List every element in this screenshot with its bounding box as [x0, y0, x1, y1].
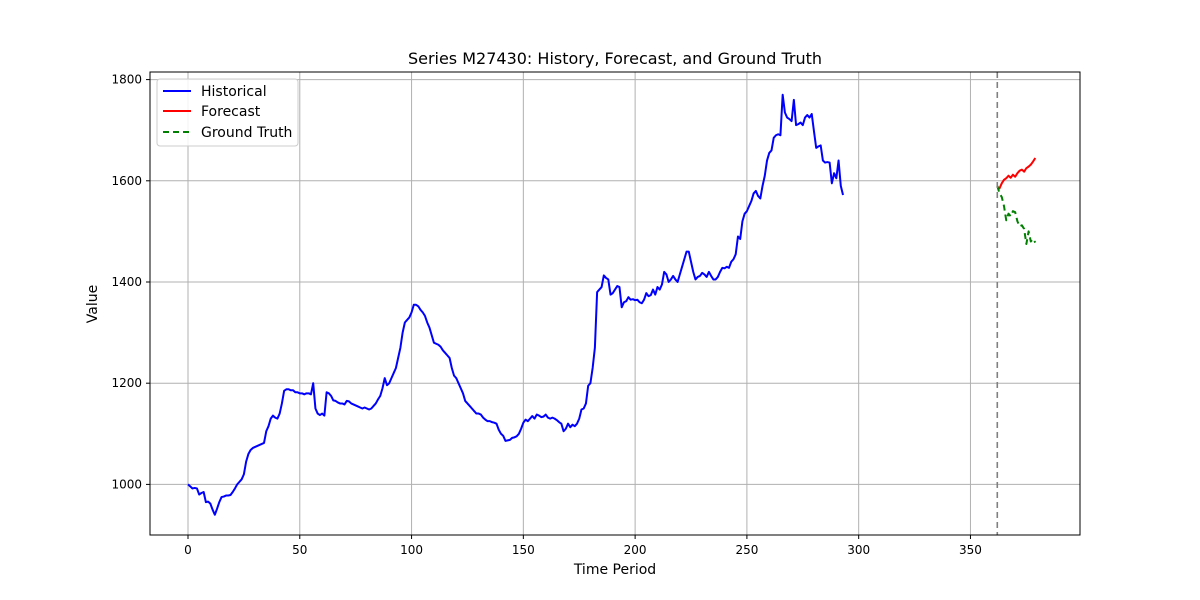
x-tick-label: 300	[847, 543, 870, 557]
series-layer	[187, 93, 1037, 516]
legend-label-historical: Historical	[201, 84, 267, 100]
grid-lines	[150, 72, 1080, 535]
series-line-historical	[187, 93, 845, 516]
x-tick-label: 200	[624, 543, 647, 557]
x-tick-label: 100	[400, 543, 423, 557]
legend: Historical Forecast Ground Truth	[156, 78, 299, 147]
x-axis-label: Time Period	[573, 562, 656, 578]
y-axis-label: Value	[85, 285, 101, 323]
legend-label-forecast: Forecast	[201, 104, 261, 120]
x-tick-label: 350	[959, 543, 982, 557]
x-tick-label: 50	[292, 543, 307, 557]
y-tick-label: 1200	[111, 376, 142, 390]
x-tick-label: 0	[184, 543, 192, 557]
y-tick-label: 1600	[111, 174, 142, 188]
x-axis-ticks: 0 50 100 150 200 250 300 350	[184, 535, 982, 557]
y-axis-ticks: 1000 1200 1400 1600 1800	[111, 73, 150, 491]
x-tick-label: 150	[512, 543, 535, 557]
legend-label-ground-truth: Ground Truth	[201, 125, 292, 141]
y-tick-label: 1000	[111, 477, 142, 491]
x-tick-label: 250	[735, 543, 758, 557]
y-tick-label: 1800	[111, 73, 142, 87]
legend-box	[156, 78, 299, 147]
series-line-ground-truth	[996, 185, 1037, 246]
chart-title: Series M27430: History, Forecast, and Gr…	[408, 49, 822, 68]
y-tick-label: 1400	[111, 275, 142, 289]
plot-frame	[149, 71, 1081, 536]
series-line-forecast	[996, 157, 1037, 190]
